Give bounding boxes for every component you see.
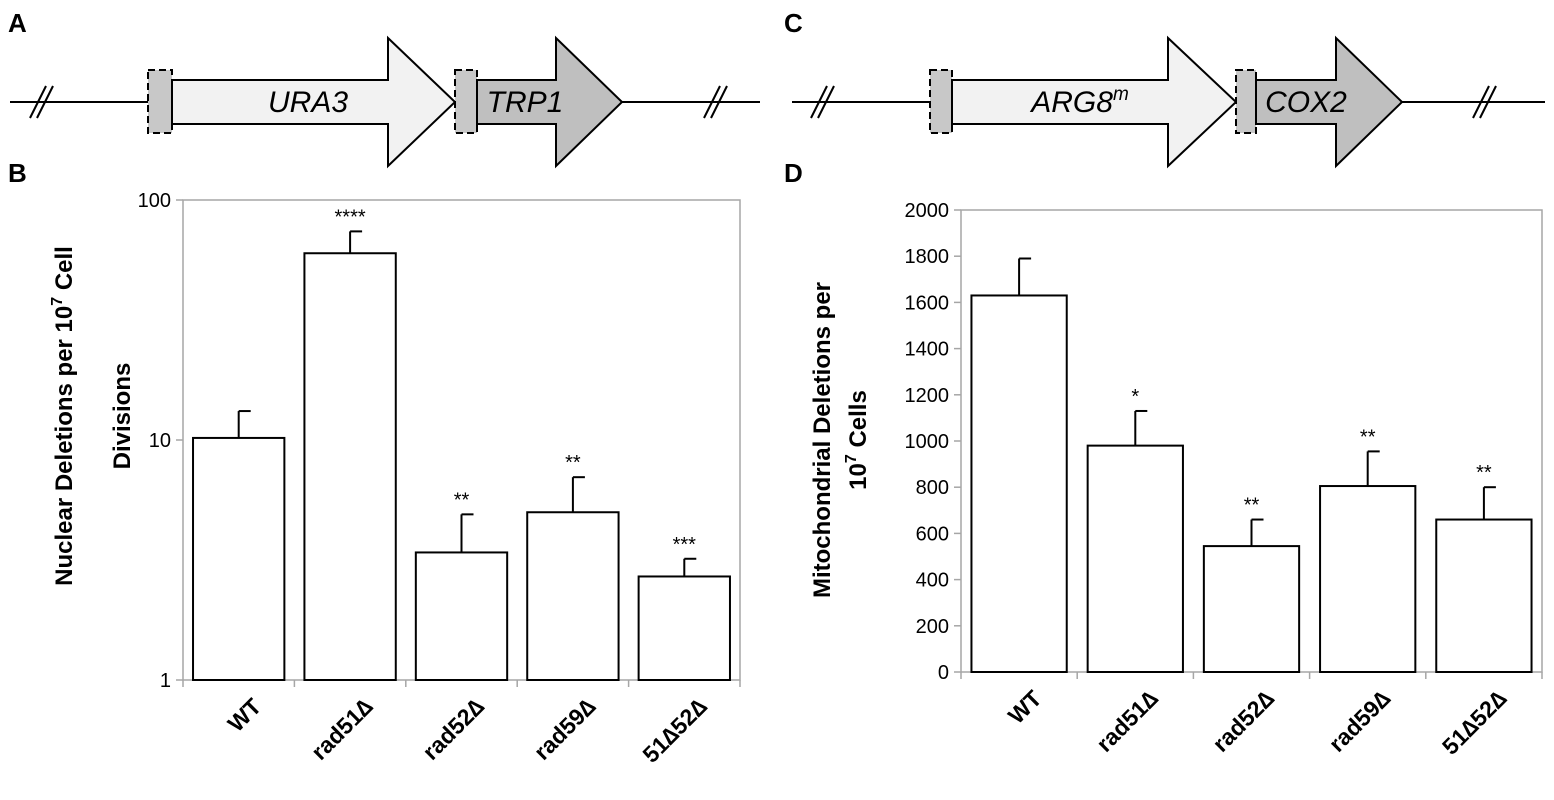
y-tick-label: 10 [149, 430, 171, 452]
gene1-label: ARG8m [1029, 84, 1129, 119]
category-label: rad52∆ [1207, 685, 1279, 757]
gene2-arrow [1255, 35, 1404, 169]
chart-b: 1 10 100 WT **** rad51∆ ** rad52∆ ** rad59∆ *** 51∆… [49, 190, 741, 768]
y-axis-title-end: Cells [845, 390, 872, 454]
y-tick-label: 1600 [905, 292, 950, 314]
bar [637, 575, 731, 682]
y-axis-title-superscript: 7 [49, 297, 66, 306]
repeat-box-1 [929, 69, 953, 134]
chart-d: 0 200 400 600 800 1000 1200 1400 1600 1800 2000 WT *… [809, 200, 1543, 760]
significance-label: ** [565, 452, 581, 474]
gene1-label: URA3 [268, 86, 348, 119]
break-mark-icon [36, 85, 54, 119]
y-tick-label: 100 [138, 190, 171, 212]
significance-label: ** [454, 489, 470, 511]
y-tick-label: 1200 [905, 385, 950, 407]
bar [526, 511, 620, 681]
construct-diagram-c: ARG8m COX2 [792, 35, 1545, 169]
y-tick-label: 800 [916, 477, 949, 499]
category-label: 51∆52∆ [1437, 685, 1511, 759]
significance-label: * [1131, 386, 1139, 408]
y-tick-label: 1000 [905, 431, 950, 453]
y-axis-title-line1: Mitochondrial Deletions per [809, 282, 836, 598]
bar [1435, 518, 1533, 673]
panel-letter-a: A [8, 8, 27, 38]
y-tick-label: 1800 [905, 246, 950, 268]
significance-label: ** [1360, 426, 1376, 448]
y-axis-title-superscript: 7 [843, 454, 860, 463]
category-label: rad59∆ [529, 693, 601, 765]
significance-label: ** [1476, 462, 1492, 484]
repeat-box-2 [1235, 69, 1257, 134]
gene1-arrow [951, 35, 1238, 169]
gene1-name: ARG8 [1029, 86, 1113, 119]
bar [1319, 485, 1417, 674]
bar [414, 551, 509, 682]
significance-label: ** [1244, 495, 1260, 517]
y-tick-label: 2000 [905, 200, 950, 222]
significance-label: *** [673, 534, 697, 556]
bar [303, 252, 397, 681]
category-label: rad59∆ [1323, 685, 1395, 757]
category-label: rad51∆ [1091, 685, 1163, 757]
y-tick-label: 400 [916, 570, 949, 592]
break-mark-icon [29, 85, 47, 119]
break-mark-icon [1472, 85, 1490, 119]
category-label: WT [223, 693, 267, 737]
gene2-arrow [476, 35, 624, 169]
bar [970, 294, 1068, 673]
y-axis-title-end: Cell [51, 246, 78, 297]
panel-letter-b: B [8, 158, 27, 188]
y-tick-label: 600 [916, 523, 949, 545]
panel-letter-c: C [784, 8, 803, 38]
plot-area-d: 0 200 400 600 800 1000 1200 1400 1600 1800 2000 WT *… [905, 200, 1543, 760]
y-axis-title-text: Nuclear Deletions per 10 [51, 306, 78, 586]
significance-label: **** [335, 206, 366, 228]
plot-area-b: 1 10 100 WT **** rad51∆ ** rad52∆ ** rad59∆ *** 51∆… [138, 190, 741, 768]
repeat-box-2 [454, 69, 478, 134]
category-label: WT [1003, 685, 1047, 729]
bar [1202, 545, 1301, 673]
y-tick-label: 1400 [905, 339, 950, 361]
panel-letter-d: D [784, 158, 803, 188]
gene1-superscript: m [1113, 84, 1129, 105]
category-label: rad51∆ [306, 693, 378, 765]
gene2-label: COX2 [1265, 86, 1347, 119]
break-mark-icon [703, 85, 721, 119]
y-axis-title-line2: Divisions [109, 363, 136, 470]
break-mark-icon [817, 85, 835, 119]
bar [1086, 444, 1184, 673]
category-label: rad52∆ [417, 693, 489, 765]
y-tick-label: 0 [938, 662, 949, 684]
gene2-label: TRP1 [487, 86, 564, 119]
gene1-arrow [171, 35, 457, 169]
y-axis-title-line2: 107 Cells [843, 390, 872, 490]
break-mark-icon [710, 85, 728, 119]
break-mark-icon [810, 85, 828, 119]
construct-diagram-a: URA3 TRP1 [10, 35, 760, 169]
y-axis-title-line1: Nuclear Deletions per 107 Cell [49, 246, 78, 586]
y-tick-label: 1 [160, 670, 171, 692]
break-mark-icon [1479, 85, 1497, 119]
y-tick-label: 200 [916, 616, 949, 638]
bar [192, 436, 286, 681]
category-label: 51∆52∆ [637, 693, 711, 767]
y-axis-title-text: 10 [845, 463, 872, 490]
repeat-box-1 [147, 69, 173, 134]
